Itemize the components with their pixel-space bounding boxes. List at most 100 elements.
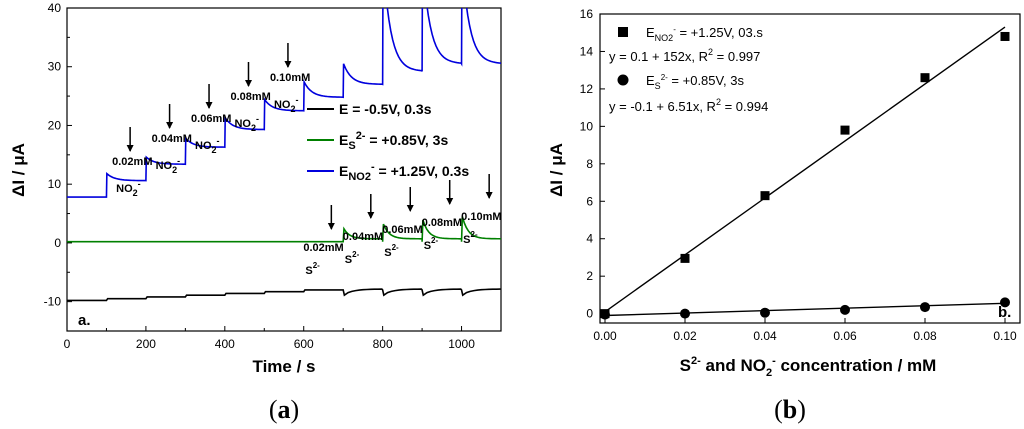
panel-b-ytick-label: 4 xyxy=(586,232,593,246)
panel-b-ytick-label: 14 xyxy=(580,44,594,58)
panel-a-legend: E = -0.5V, 0.3s ES2- = +0.85V, 3s ENO2- = … xyxy=(307,101,469,183)
panel-b-xlabel: S2- and NO2- concentration / mM xyxy=(680,355,937,379)
nitrite-fit-line xyxy=(605,27,1005,312)
injection-arrow-head xyxy=(446,198,453,205)
sulfide-label-sup: 2- xyxy=(352,250,359,259)
nitrite-data-point xyxy=(1001,32,1010,41)
legend-entry-main: E xyxy=(339,132,348,148)
panel-b-xtick-label: 0.10 xyxy=(993,329,1017,343)
sulfide-label: S2- xyxy=(463,230,478,246)
legend-square-marker xyxy=(618,27,628,37)
legend-entry-main: E xyxy=(339,163,348,179)
nitrite-data-point xyxy=(681,254,690,263)
sulfide-concentration: 0.08mM xyxy=(422,217,462,229)
panel-a-corner-label: a. xyxy=(78,312,91,329)
injection-arrow-head xyxy=(407,205,414,212)
legend-entry-text: E = -0.5V, 0.3s xyxy=(339,101,432,117)
nitrite-label: NO2- xyxy=(156,156,181,175)
nitrite-label-main: NO xyxy=(234,118,251,130)
panel-a-series xyxy=(67,0,501,300)
nitrite-data-point xyxy=(921,73,930,82)
nitrite-concentration: 0.06mM xyxy=(191,113,231,125)
nitrite-concentration: 0.02mM xyxy=(112,156,152,168)
fit-equation-text: y = 0.1 + 152x, R xyxy=(609,49,708,64)
legend-entry: ES2- = +0.85V, 3s xyxy=(339,130,448,152)
panel-b-corner-label: b. xyxy=(998,304,1011,321)
nitrite-data-point xyxy=(761,191,770,200)
sulfide-label-sup: 2- xyxy=(313,261,320,270)
nitrite-label-main: NO xyxy=(195,140,212,152)
sulfide-label: S2- xyxy=(384,243,399,259)
panel-a-ylabel: ΔI / μA xyxy=(9,143,28,197)
panel-a-xtick-label: 1000 xyxy=(448,337,475,351)
panel-b-xtick-label: 0.04 xyxy=(753,329,777,343)
sulfide-label-main: S xyxy=(345,254,352,266)
nitrite-label-sub: 2 xyxy=(251,123,256,133)
sulfide-label: S2- xyxy=(345,250,360,266)
fit-equation: y = -0.1 + 6.51x, R2 = 0.994 xyxy=(609,97,768,114)
injection-arrow-head xyxy=(367,212,374,219)
panel-b-xtick-label: 0.02 xyxy=(673,329,697,343)
sulfide-concentration: 0.04mM xyxy=(343,231,383,243)
panel-b-legend: ENO2- = +1.25V, 03.s y = 0.1 + 152x, R2 =… xyxy=(609,25,768,114)
legend-entry-rest: = +0.85V, 3s xyxy=(668,73,745,88)
panel-b-xtick-label: 0.08 xyxy=(913,329,937,343)
injection-arrow-head xyxy=(486,192,493,199)
nitrite-label-sub: 2 xyxy=(172,165,177,175)
sulfide-label-sup: 2- xyxy=(392,243,399,252)
injection-arrow-head xyxy=(245,80,252,87)
legend-entry-rest: = +1.25V, 03.s xyxy=(676,25,763,40)
sulfide-label: S2- xyxy=(305,261,320,277)
panel-a-ytick-label: 40 xyxy=(48,1,62,15)
panel-b-ytick-label: 6 xyxy=(586,194,593,208)
panel-b-xtick-label: 0.06 xyxy=(833,329,857,343)
panel-b-ytick-label: 2 xyxy=(586,269,593,283)
panel-a-xtick-label: 400 xyxy=(215,337,235,351)
panel-a-xtick-label: 200 xyxy=(136,337,156,351)
sulfide-data-point xyxy=(920,302,930,312)
legend-entry: ES2- = +0.85V, 3s xyxy=(646,73,744,91)
injection-arrow-head xyxy=(206,102,213,109)
panel-a-caption: (a) xyxy=(269,395,299,424)
sulfide-label-main: S xyxy=(463,234,470,246)
sulfide-concentration: 0.02mM xyxy=(303,242,343,254)
legend-entry-sup: 2- xyxy=(356,130,366,142)
panel-b-xtick-label: 0.00 xyxy=(593,329,617,343)
panel-a-ytick-label: -10 xyxy=(44,295,62,309)
panel-a-ytick-label: 20 xyxy=(48,118,62,132)
panel-a-ytick-label: 0 xyxy=(54,236,61,250)
legend-entry-sub: S xyxy=(348,140,355,152)
fit-equation-text: y = -0.1 + 6.51x, R xyxy=(609,99,716,114)
fit-equation-r2: = 0.997 xyxy=(713,49,760,64)
panel-a-xtick-label: 600 xyxy=(294,337,314,351)
legend-entry-sub: S xyxy=(655,81,661,91)
fit-equation: y = 0.1 + 152x, R2 = 0.997 xyxy=(609,47,760,64)
panel-b-caption: (b) xyxy=(774,395,806,424)
panel-b-ytick-label: 16 xyxy=(580,7,594,21)
nitrite-label-main: NO xyxy=(156,160,173,172)
sulfide-label-sup: 2- xyxy=(431,236,438,245)
legend-entry-rest: = +0.85V, 3s xyxy=(365,132,448,148)
black-trace xyxy=(67,289,501,300)
legend-entry: ENO2- = +1.25V, 0.3s xyxy=(339,161,469,183)
nitrite-label-sup: - xyxy=(138,179,141,189)
nitrite-label: NO2- xyxy=(195,136,220,155)
nitrite-data-point xyxy=(841,126,850,135)
nitrite-label-sub: 2 xyxy=(133,188,138,198)
sulfide-concentration: 0.06mM xyxy=(382,224,422,236)
injection-arrow-head xyxy=(166,122,173,129)
nitrite-concentration: 0.10mM xyxy=(270,72,310,84)
legend-entry-rest: = +1.25V, 0.3s xyxy=(375,163,470,179)
sulfide-data-point xyxy=(600,310,610,320)
legend-entry: ENO2- = +1.25V, 03.s xyxy=(646,25,763,43)
sulfide-concentration: 0.10mM xyxy=(461,211,501,223)
nitrite-label-main: NO xyxy=(116,183,133,195)
nitrite-label: NO2- xyxy=(234,114,259,133)
panel-b-ytick-label: 8 xyxy=(586,157,593,171)
legend-entry-main: E xyxy=(646,25,655,40)
panel-b-series xyxy=(600,27,1010,319)
legend-entry-sub: NO2 xyxy=(348,171,371,183)
